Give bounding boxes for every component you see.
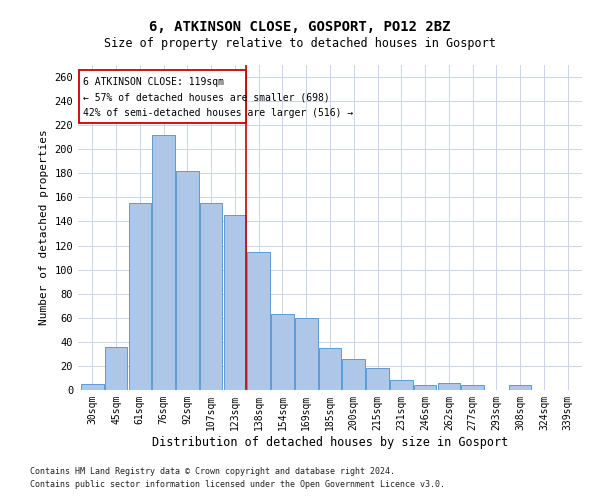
Bar — [509, 385, 532, 390]
Text: 6 ATKINSON CLOSE: 119sqm: 6 ATKINSON CLOSE: 119sqm — [83, 77, 224, 87]
Text: ← 57% of detached houses are smaller (698): ← 57% of detached houses are smaller (69… — [83, 92, 329, 102]
Bar — [414, 385, 436, 390]
Bar — [176, 171, 199, 390]
Bar — [200, 204, 223, 390]
Bar — [128, 204, 151, 390]
Bar — [366, 368, 389, 390]
Bar — [81, 384, 104, 390]
Bar — [79, 70, 246, 123]
Bar — [343, 358, 365, 390]
Bar — [247, 252, 270, 390]
X-axis label: Distribution of detached houses by size in Gosport: Distribution of detached houses by size … — [152, 436, 508, 448]
Text: 6, ATKINSON CLOSE, GOSPORT, PO12 2BZ: 6, ATKINSON CLOSE, GOSPORT, PO12 2BZ — [149, 20, 451, 34]
Y-axis label: Number of detached properties: Number of detached properties — [39, 130, 49, 326]
Bar — [224, 216, 246, 390]
Bar — [319, 348, 341, 390]
Text: 42% of semi-detached houses are larger (516) →: 42% of semi-detached houses are larger (… — [83, 108, 353, 118]
Bar — [105, 346, 127, 390]
Bar — [271, 314, 294, 390]
Bar — [437, 383, 460, 390]
Text: Contains public sector information licensed under the Open Government Licence v3: Contains public sector information licen… — [30, 480, 445, 489]
Text: Size of property relative to detached houses in Gosport: Size of property relative to detached ho… — [104, 38, 496, 51]
Text: Contains HM Land Registry data © Crown copyright and database right 2024.: Contains HM Land Registry data © Crown c… — [30, 467, 395, 476]
Bar — [461, 385, 484, 390]
Bar — [390, 380, 413, 390]
Bar — [295, 318, 317, 390]
Bar — [152, 135, 175, 390]
